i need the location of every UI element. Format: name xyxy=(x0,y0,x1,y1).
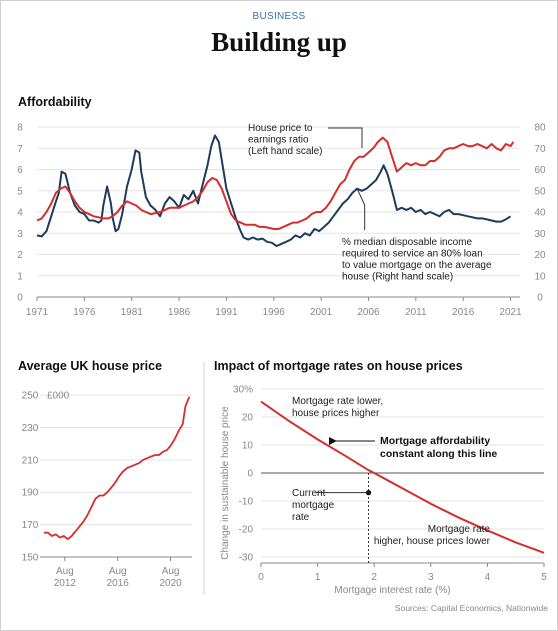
x-tick-label: 1971 xyxy=(26,307,49,318)
x-tick-label-line-0: Aug xyxy=(162,566,180,577)
x-tick-label: 2 xyxy=(371,572,377,583)
x-tick-label: 5 xyxy=(541,572,547,583)
y-tick-label: 190 xyxy=(22,488,39,499)
x-tick-label: 2011 xyxy=(405,307,427,318)
y-left-tick-label: 4 xyxy=(17,208,23,219)
x-tick-label: 1976 xyxy=(73,307,96,318)
x-tick-label: 2021 xyxy=(499,307,522,318)
y-tick-label: 210 xyxy=(22,455,39,466)
page-title: Building up xyxy=(211,27,347,57)
annotation-pct-income-line-2: to value mortgage on the average xyxy=(342,260,492,271)
series-line-price-earnings xyxy=(36,134,512,247)
y-left-tick-label: 6 xyxy=(17,165,23,176)
x-tick-label: 1991 xyxy=(215,307,238,318)
y-tick-label: 170 xyxy=(22,520,39,531)
annotation-price-earnings-line-1: earnings ratio xyxy=(248,135,309,146)
annotation-rate-lower-line-1: house prices higher xyxy=(292,408,380,419)
annotation-current-rate-line-1: mortgage xyxy=(292,500,335,511)
annotation-rate-higher-line-0: Mortgage rate xyxy=(428,524,491,535)
annotation-pct-income-line-1: required to service an 80% loan xyxy=(342,249,483,260)
house-price-chart-title: Average UK house price xyxy=(18,359,163,373)
x-tick-label-line-1: 2020 xyxy=(159,578,182,589)
y-axis-label: Change in sustainable house price xyxy=(220,406,231,560)
x-tick-label: 3 xyxy=(428,572,434,583)
y-right-tick-label: 40 xyxy=(534,208,546,219)
y-left-tick-label: 2 xyxy=(17,250,23,261)
x-tick-label: 2016 xyxy=(452,307,475,318)
annotation-affordability-constant-line-0: Mortgage affordability xyxy=(380,435,490,447)
x-tick-label: 1986 xyxy=(168,307,191,318)
y-tick-label: -20 xyxy=(239,525,254,536)
annotation-pct-income-leader xyxy=(356,188,366,230)
y-tick-label: 0 xyxy=(247,469,253,480)
y-tick-label: 10 xyxy=(242,441,254,452)
mortgage-chart-title: Impact of mortgage rates on house prices xyxy=(214,359,463,373)
y-tick-label: -30 xyxy=(239,553,254,564)
x-tick-label: 0 xyxy=(258,572,264,583)
series-line-affordability-line xyxy=(260,400,545,554)
y-tick-label: -10 xyxy=(239,497,254,508)
y-tick-label: 230 xyxy=(22,423,39,434)
x-tick-label-line-0: Aug xyxy=(56,566,74,577)
annotation-affordability-constant-line-1: constant along this line xyxy=(380,448,497,460)
y-left-tick-label: 0 xyxy=(17,293,23,304)
x-tick-label: 1996 xyxy=(263,307,286,318)
x-tick-label-line-0: Aug xyxy=(109,566,127,577)
y-right-tick-label: 50 xyxy=(534,186,546,197)
annotation-rate-lower-line-0: Mortgage rate lower, xyxy=(292,396,383,407)
y-tick-label: 20 xyxy=(242,413,254,424)
annotation-price-earnings-line-0: House price to xyxy=(248,123,313,134)
y-right-tick-label: 10 xyxy=(534,271,546,282)
y-right-tick-label: 30 xyxy=(534,229,546,240)
source-note: Sources: Capital Economics, Nationwide xyxy=(394,603,548,613)
annotation-pct-income-line-0: % median disposable income xyxy=(342,237,473,248)
y-left-tick-label: 3 xyxy=(17,229,23,240)
y-right-tick-label: 80 xyxy=(534,123,546,134)
x-tick-label: 1981 xyxy=(121,307,144,318)
y-tick-label: 250 xyxy=(22,391,39,402)
series-line-pct-income xyxy=(36,136,515,230)
affordability-chart-title: Affordability xyxy=(18,95,92,109)
x-tick-label-line-1: 2012 xyxy=(54,578,77,589)
y-right-tick-label: 70 xyxy=(534,144,546,155)
x-tick-label-line-1: 2016 xyxy=(107,578,130,589)
y-left-tick-label: 7 xyxy=(17,144,23,155)
x-tick-label: 2006 xyxy=(357,307,380,318)
current-rate-dot xyxy=(365,490,372,496)
y-left-tick-label: 5 xyxy=(17,186,23,197)
y-left-tick-label: 8 xyxy=(17,123,23,134)
x-axis-label: Mortgage interest rate (%) xyxy=(334,585,450,596)
y-right-tick-label: 0 xyxy=(537,293,543,304)
unit-label: £000 xyxy=(47,391,70,402)
x-tick-label: 2001 xyxy=(310,307,333,318)
annotation-rate-higher-line-1: higher, house prices lower xyxy=(374,536,491,547)
x-tick-label: 1 xyxy=(315,572,321,583)
annotation-price-earnings-leader xyxy=(328,127,363,148)
annotation-current-rate-line-0: Current xyxy=(292,488,326,499)
annotation-current-rate-line-2: rate xyxy=(292,512,310,523)
y-tick-label: 30% xyxy=(233,385,253,396)
y-right-tick-label: 60 xyxy=(534,165,546,176)
section-label: BUSINESS xyxy=(252,11,306,22)
y-tick-label: 150 xyxy=(22,553,39,564)
annotation-price-earnings-line-2: (Left hand scale) xyxy=(248,146,323,157)
y-left-tick-label: 1 xyxy=(17,271,23,282)
y-right-tick-label: 20 xyxy=(534,250,546,261)
annotation-pct-income-line-3: house (Right hand scale) xyxy=(342,272,453,283)
x-tick-label: 4 xyxy=(485,572,491,583)
series-line-price xyxy=(44,396,191,541)
